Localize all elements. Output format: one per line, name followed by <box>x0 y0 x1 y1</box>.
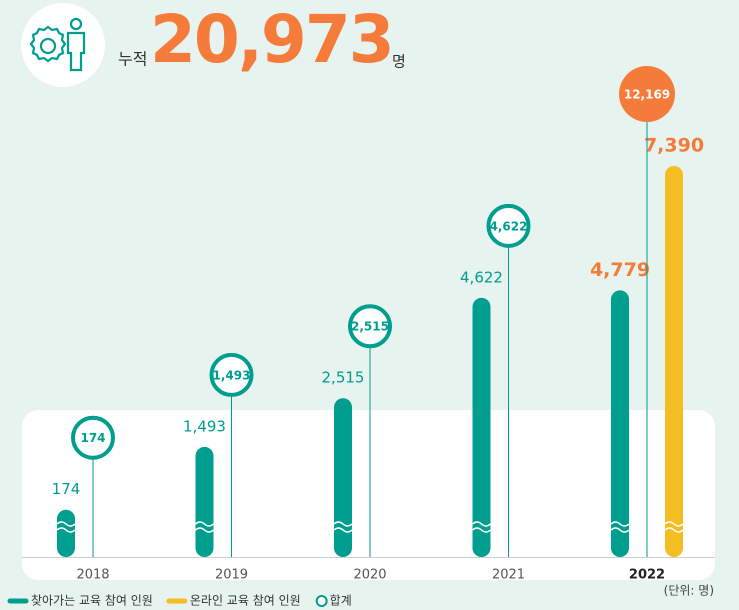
total-value: 20,973 <box>150 1 393 78</box>
bar-break <box>610 521 630 533</box>
total-label: 1,493 <box>213 368 251 382</box>
legend-label: 합계 <box>330 594 352 608</box>
value-label: 7,390 <box>644 135 704 157</box>
x-tick-label: 2021 <box>492 568 525 583</box>
bar-break <box>195 521 214 533</box>
total-marker <box>619 66 675 122</box>
bar-break <box>664 521 684 533</box>
bar-break <box>472 521 491 533</box>
total-label: 2,515 <box>351 320 389 334</box>
total-unit: 명 <box>392 53 406 71</box>
legend-label: 온라인 교육 참여 인원 <box>190 594 301 608</box>
legend-swatch <box>315 595 328 607</box>
bar <box>611 290 629 557</box>
bar <box>195 446 214 557</box>
total-marker <box>71 415 115 460</box>
total-label: 12,169 <box>624 88 670 102</box>
total-marker <box>209 352 254 397</box>
bar <box>57 509 75 557</box>
value-label: 174 <box>52 480 81 498</box>
value-label: 4,622 <box>460 268 503 286</box>
x-tick-label: 2022 <box>629 568 665 583</box>
x-tick-label: 2020 <box>353 568 386 583</box>
bar-break <box>333 521 353 533</box>
bar <box>334 398 352 557</box>
legend-label: 찾아가는 교육 참여 인원 <box>31 594 153 608</box>
bar <box>472 297 491 557</box>
x-tick-label: 2019 <box>215 568 248 583</box>
value-label: 4,779 <box>590 259 650 281</box>
unit-note: (단위: 명) <box>664 584 714 598</box>
total-marker <box>486 203 531 248</box>
icon <box>29 17 86 72</box>
x-tick-label: 2018 <box>76 568 109 583</box>
panel <box>22 410 715 580</box>
bar-break <box>56 521 76 533</box>
total-label: 누적 <box>118 50 147 69</box>
value-label: 1,493 <box>183 417 226 435</box>
bar <box>665 166 683 557</box>
total-marker <box>348 304 392 349</box>
total-label: 174 <box>80 431 105 445</box>
value-label: 2,515 <box>322 369 365 387</box>
total-label: 4,622 <box>490 219 528 233</box>
